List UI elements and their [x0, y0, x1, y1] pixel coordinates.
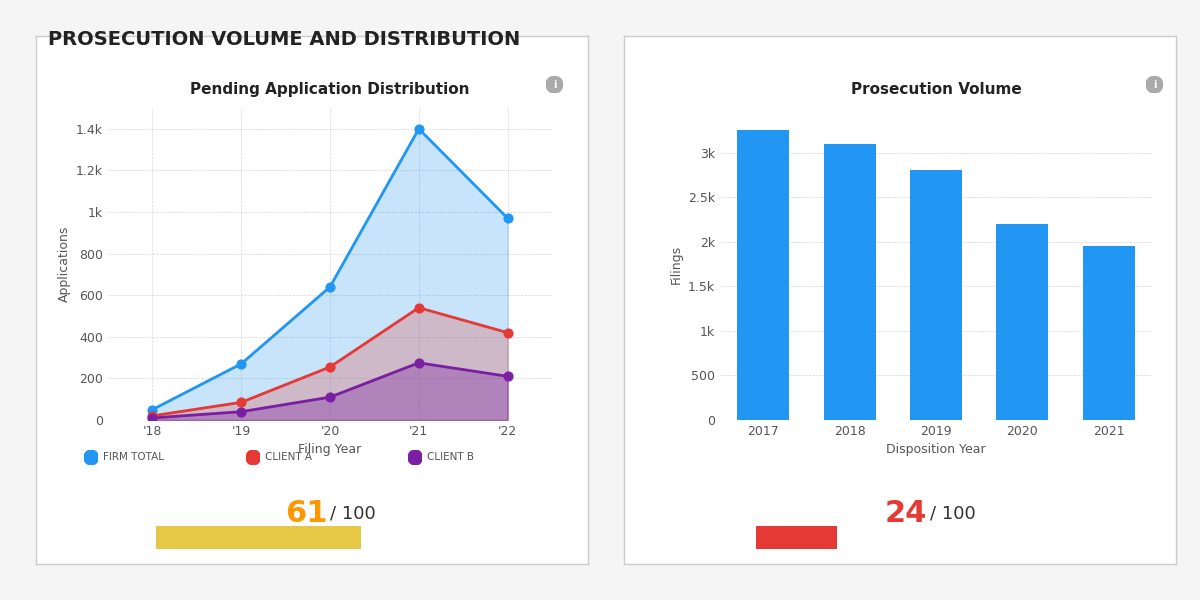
Circle shape [246, 450, 260, 465]
Point [232, 359, 251, 368]
Bar [756, 526, 836, 549]
Point [232, 398, 251, 407]
Circle shape [1146, 76, 1163, 93]
Text: PROSECUTION VOLUME AND DISTRIBUTION: PROSECUTION VOLUME AND DISTRIBUTION [48, 30, 521, 49]
Circle shape [408, 450, 422, 465]
Text: i: i [553, 80, 556, 91]
Circle shape [84, 450, 98, 465]
Text: i: i [1153, 80, 1156, 91]
Text: FIRM TOTAL: FIRM TOTAL [103, 452, 164, 462]
Point [409, 124, 428, 134]
Bar [156, 526, 361, 549]
Point [320, 392, 340, 402]
Text: 24: 24 [884, 499, 928, 527]
Point [498, 328, 517, 337]
Text: CLIENT A: CLIENT A [265, 452, 312, 462]
Circle shape [546, 76, 563, 93]
Bar [910, 170, 962, 420]
Text: / 100: / 100 [930, 504, 976, 522]
Point [143, 411, 162, 421]
Text: 61: 61 [284, 499, 328, 527]
X-axis label: Disposition Year: Disposition Year [886, 443, 986, 457]
Point [409, 303, 428, 313]
Point [498, 214, 517, 223]
Bar [996, 224, 1049, 420]
Point [320, 282, 340, 292]
Text: CLIENT B: CLIENT B [427, 452, 474, 462]
Point [232, 407, 251, 416]
Y-axis label: Applications: Applications [58, 226, 71, 302]
Text: / 100: / 100 [330, 504, 376, 522]
Point [143, 405, 162, 415]
Title: Pending Application Distribution: Pending Application Distribution [191, 82, 469, 97]
X-axis label: Filing Year: Filing Year [299, 443, 361, 457]
Point [409, 358, 428, 368]
Bar [737, 130, 790, 420]
Point [498, 371, 517, 381]
Y-axis label: Filings: Filings [670, 244, 683, 284]
Bar [1082, 246, 1135, 420]
Point [143, 413, 162, 423]
Bar [823, 143, 876, 420]
Point [320, 362, 340, 372]
Title: Prosecution Volume: Prosecution Volume [851, 82, 1021, 97]
